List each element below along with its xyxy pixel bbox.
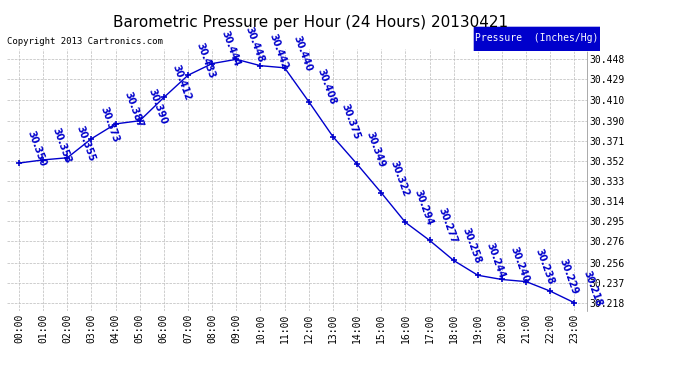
Text: 30.229: 30.229 xyxy=(558,257,580,296)
Text: 30.353: 30.353 xyxy=(50,126,72,165)
Text: 30.375: 30.375 xyxy=(340,103,362,141)
Text: 30.408: 30.408 xyxy=(316,68,338,106)
Text: 30.412: 30.412 xyxy=(171,63,193,102)
Text: 30.218: 30.218 xyxy=(582,269,604,308)
Text: Barometric Pressure per Hour (24 Hours) 20130421: Barometric Pressure per Hour (24 Hours) … xyxy=(113,15,508,30)
Text: 30.373: 30.373 xyxy=(99,105,121,144)
Text: 30.444: 30.444 xyxy=(219,30,242,68)
Text: 30.433: 30.433 xyxy=(195,41,217,80)
Text: 30.244: 30.244 xyxy=(485,242,507,280)
Text: 30.240: 30.240 xyxy=(509,246,531,284)
Text: 30.440: 30.440 xyxy=(292,34,314,73)
Text: 30.349: 30.349 xyxy=(364,130,386,169)
Text: 30.322: 30.322 xyxy=(388,159,411,198)
Text: Copyright 2013 Cartronics.com: Copyright 2013 Cartronics.com xyxy=(7,38,163,46)
Text: 30.355: 30.355 xyxy=(75,124,97,162)
Text: 30.448: 30.448 xyxy=(244,26,266,64)
Text: 30.390: 30.390 xyxy=(147,87,169,126)
Text: 30.442: 30.442 xyxy=(268,32,290,70)
Text: 30.238: 30.238 xyxy=(533,248,555,286)
Text: 30.294: 30.294 xyxy=(413,189,435,227)
Text: 30.350: 30.350 xyxy=(26,129,48,168)
Text: 30.277: 30.277 xyxy=(437,207,459,245)
Text: 30.258: 30.258 xyxy=(461,226,483,265)
Text: 30.387: 30.387 xyxy=(123,90,145,129)
Text: Pressure  (Inches/Hg): Pressure (Inches/Hg) xyxy=(475,33,598,44)
